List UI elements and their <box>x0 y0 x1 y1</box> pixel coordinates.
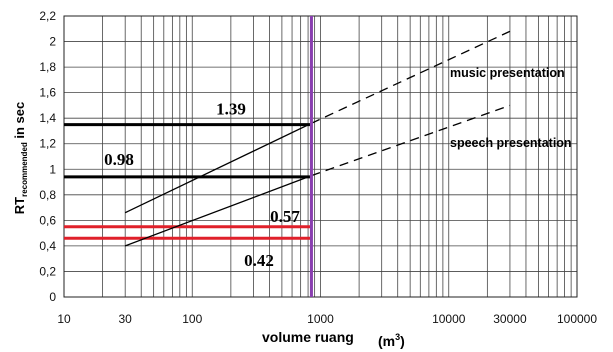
y-axis-title: RTrecommended in sec <box>12 102 29 215</box>
x-tick-label: 30000 <box>493 312 527 326</box>
reference-lines <box>64 123 312 240</box>
y-tick-label: 1,8 <box>39 60 56 74</box>
y-tick-label: 0 <box>49 290 56 304</box>
reference-value-label: 0.98 <box>104 150 134 169</box>
y-tick-label: 1,6 <box>39 86 56 100</box>
y-tick-label: 2 <box>49 35 56 49</box>
x-tick-label: 100 <box>182 312 202 326</box>
y-tick-label: 0,2 <box>39 264 56 278</box>
y-tick-label: 2,2 <box>39 9 56 23</box>
x-axis-unit: (m3) <box>378 332 405 349</box>
plot-frame <box>63 15 578 298</box>
y-tick-label: 0,6 <box>39 213 56 227</box>
series-line-solid <box>124 122 312 214</box>
y-tick-label: 1,4 <box>39 111 56 125</box>
series-line-dashed <box>311 30 511 124</box>
x-axis-title: volume ruang <box>262 329 354 345</box>
reference-value-label: 0.57 <box>270 207 300 226</box>
series-label: speech presentation <box>450 136 572 150</box>
y-tick-label: 0,8 <box>39 188 56 202</box>
grid <box>63 15 578 298</box>
reference-value-label: 1.39 <box>216 100 246 119</box>
x-tick-label: 10 <box>57 312 71 326</box>
x-tick-label: 30 <box>119 312 133 326</box>
x-tick-label: 1000 <box>307 312 334 326</box>
y-tick-label: 0,4 <box>39 239 56 253</box>
x-tick-label: 10000 <box>432 312 466 326</box>
series-lines <box>124 30 511 247</box>
annotations: 1.39 0.98 0.57 0.42 music presentation speech… <box>104 66 571 270</box>
y-tick-label: 1,2 <box>39 137 56 151</box>
reference-value-label: 0.42 <box>244 251 274 270</box>
y-tick-label: 1 <box>49 162 56 176</box>
series-line-solid <box>124 175 312 247</box>
tick-labels: 0 0,2 0,4 0,6 0,8 1 1,2 1,4 1,6 1,8 2 2,2 10 30 100 100… <box>39 9 597 326</box>
series-line-dashed <box>311 104 511 177</box>
x-tick-label: 100000 <box>557 312 597 326</box>
series-label: music presentation <box>450 66 565 80</box>
